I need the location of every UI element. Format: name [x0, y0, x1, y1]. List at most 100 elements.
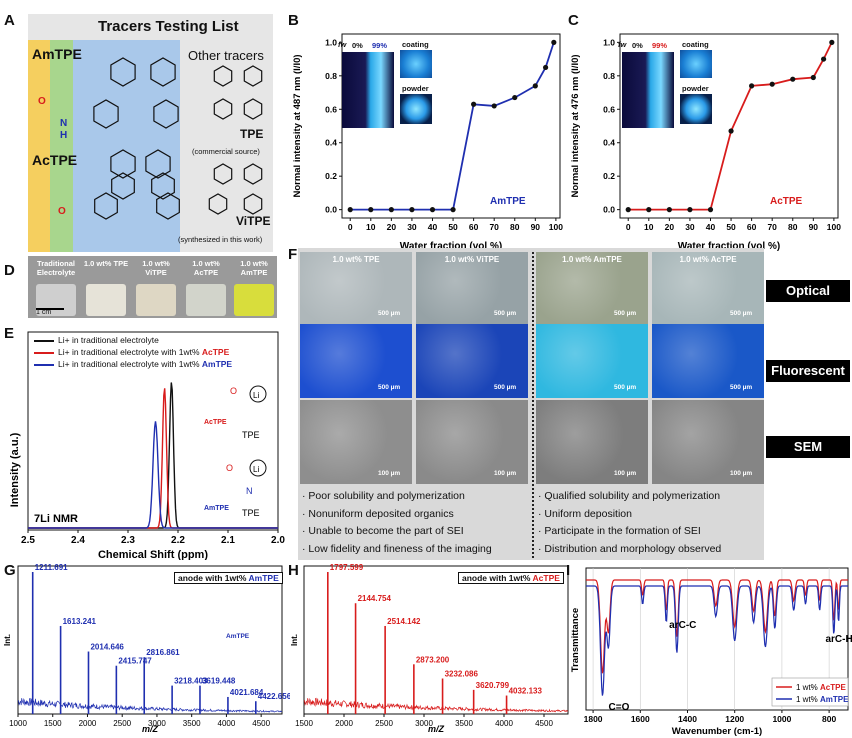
other-tracers-title: Other tracers	[188, 48, 264, 63]
n-label: N	[246, 486, 253, 496]
plot-frame	[27, 331, 279, 531]
x-tick-label: 50	[726, 222, 736, 232]
x-tick-label: 1500	[44, 719, 62, 728]
inset-b-0: 0%	[352, 41, 363, 50]
peak-label: 3232.086	[445, 670, 479, 679]
legend-e-bold-2: AcTPE	[201, 347, 230, 357]
x-tick-label: 1800	[584, 714, 603, 724]
data-point	[790, 76, 796, 82]
benzene-ring	[208, 193, 228, 215]
x-axis-label: Water fraction (vol %)	[400, 241, 502, 252]
y-tick-label: 0.6	[325, 104, 337, 114]
scale-bar-label: 500 µm	[614, 384, 637, 391]
panel-g-box-bold: AmTPE	[248, 573, 279, 583]
scale-bar-label: 500 µm	[378, 384, 401, 391]
x-axis-label: m/Z	[142, 724, 159, 734]
benzene-ring	[213, 163, 233, 185]
panel-h-box-text: anode with 1wt%	[462, 573, 533, 583]
data-point	[368, 207, 374, 213]
legend-e-text-2: Li+ in traditional electrolyte with 1wt%	[58, 347, 202, 357]
x-tick-label: 60	[469, 222, 479, 232]
peak-label: 4422.656	[258, 692, 290, 701]
x-tick-label: 2.0	[271, 535, 285, 546]
tpe-label: TPE	[240, 127, 264, 141]
data-point	[347, 207, 353, 213]
x-tick-label: 1500	[295, 719, 313, 728]
y-axis-label: Int.	[3, 634, 12, 646]
x-tick-label: 4000	[495, 719, 513, 728]
data-point	[821, 56, 827, 62]
x-tick-label: 2000	[79, 719, 97, 728]
x-tick-label: 70	[489, 222, 499, 232]
data-point	[532, 83, 538, 89]
x-tick-label: 4500	[252, 719, 270, 728]
micrograph	[300, 324, 412, 398]
noise-baseline	[17, 697, 282, 713]
li-circle-1	[249, 385, 267, 403]
scale-bar-label: 500 µm	[378, 310, 401, 317]
data-point	[543, 64, 549, 71]
bullet-right-2: · Uniform deposition	[538, 507, 632, 520]
inset-c-powder-img	[680, 94, 712, 124]
x-tick-label: 3500	[183, 719, 201, 728]
tpe-label-2: TPE	[242, 508, 260, 518]
benzene-ring	[145, 149, 171, 179]
x-tick-label: 100	[549, 222, 563, 232]
atom-h: H	[60, 130, 67, 141]
x-tick-label: 2.4	[71, 535, 85, 546]
x-tick-label: 800	[822, 714, 836, 724]
x-tick-label: 100	[827, 222, 841, 232]
panel-label-e: E	[4, 325, 15, 342]
peak-label: 2514.142	[387, 617, 421, 626]
x-tick-label: 30	[685, 222, 695, 232]
y-tick-label: 0.4	[603, 138, 615, 148]
panel-label-f: F	[288, 246, 298, 263]
inset-c-coating-img	[680, 50, 712, 78]
panel-label-i: I	[566, 562, 571, 579]
data-point	[409, 207, 415, 213]
x-tick-label: 0	[348, 222, 353, 232]
inset-b-powder-img	[400, 94, 432, 124]
x-tick-label: 1000	[772, 714, 791, 724]
bullet-right-4: · Distribution and morphology observed	[538, 542, 722, 555]
ir-trace-actpe	[586, 579, 848, 674]
data-point	[769, 81, 775, 87]
plot-frame	[17, 565, 283, 715]
x-axis-label: Water fraction (vol %)	[678, 241, 780, 252]
li-circle-2	[249, 459, 267, 477]
data-point	[388, 207, 394, 213]
inset-c-powder: powder	[682, 84, 709, 93]
data-point	[429, 207, 436, 213]
inset-c-coating: coating	[682, 40, 709, 49]
benzene-ring	[156, 192, 180, 220]
legend-e-item-1: Li+ in traditional electrolyte	[34, 334, 232, 346]
micrograph	[416, 400, 528, 484]
data-point	[646, 207, 652, 213]
bullet-left-4: · Low fidelity and fineness of the imagi…	[302, 542, 492, 555]
panel-f-divider	[532, 252, 534, 558]
y-axis-label: Normal intensity at 487 nm (I/I0)	[292, 54, 303, 197]
vitpe-label: ViTPE	[236, 214, 271, 228]
vial-label-4: 1.0 wt% AcTPE	[192, 259, 220, 277]
tpe-band	[73, 40, 180, 252]
micrograph	[652, 400, 764, 484]
series-line	[628, 42, 833, 211]
panel-g-box-text: anode with 1wt%	[178, 573, 249, 583]
vitpe-note: (synthesized in this work)	[178, 235, 263, 244]
micrograph	[416, 252, 528, 324]
x-tick-label: 10	[366, 222, 376, 232]
x-tick-label: 1000	[9, 719, 27, 728]
panel-label-c: C	[568, 12, 579, 29]
data-point	[687, 207, 693, 213]
micrograph	[536, 252, 648, 324]
micrograph	[300, 252, 412, 324]
ir-trace-amtpe	[586, 585, 848, 696]
benzene-ring	[153, 99, 179, 129]
data-point	[551, 39, 557, 45]
y-axis-label: Transmittance	[570, 608, 581, 672]
legend-bold-actpe: AcTPE	[820, 683, 846, 692]
x-tick-label: 10	[644, 222, 654, 232]
column-title: 1.0 wt% AmTPE	[562, 255, 622, 264]
peak-label: 1613.241	[63, 617, 97, 626]
vial-label-5: 1.0 wt% AmTPE	[240, 259, 268, 277]
